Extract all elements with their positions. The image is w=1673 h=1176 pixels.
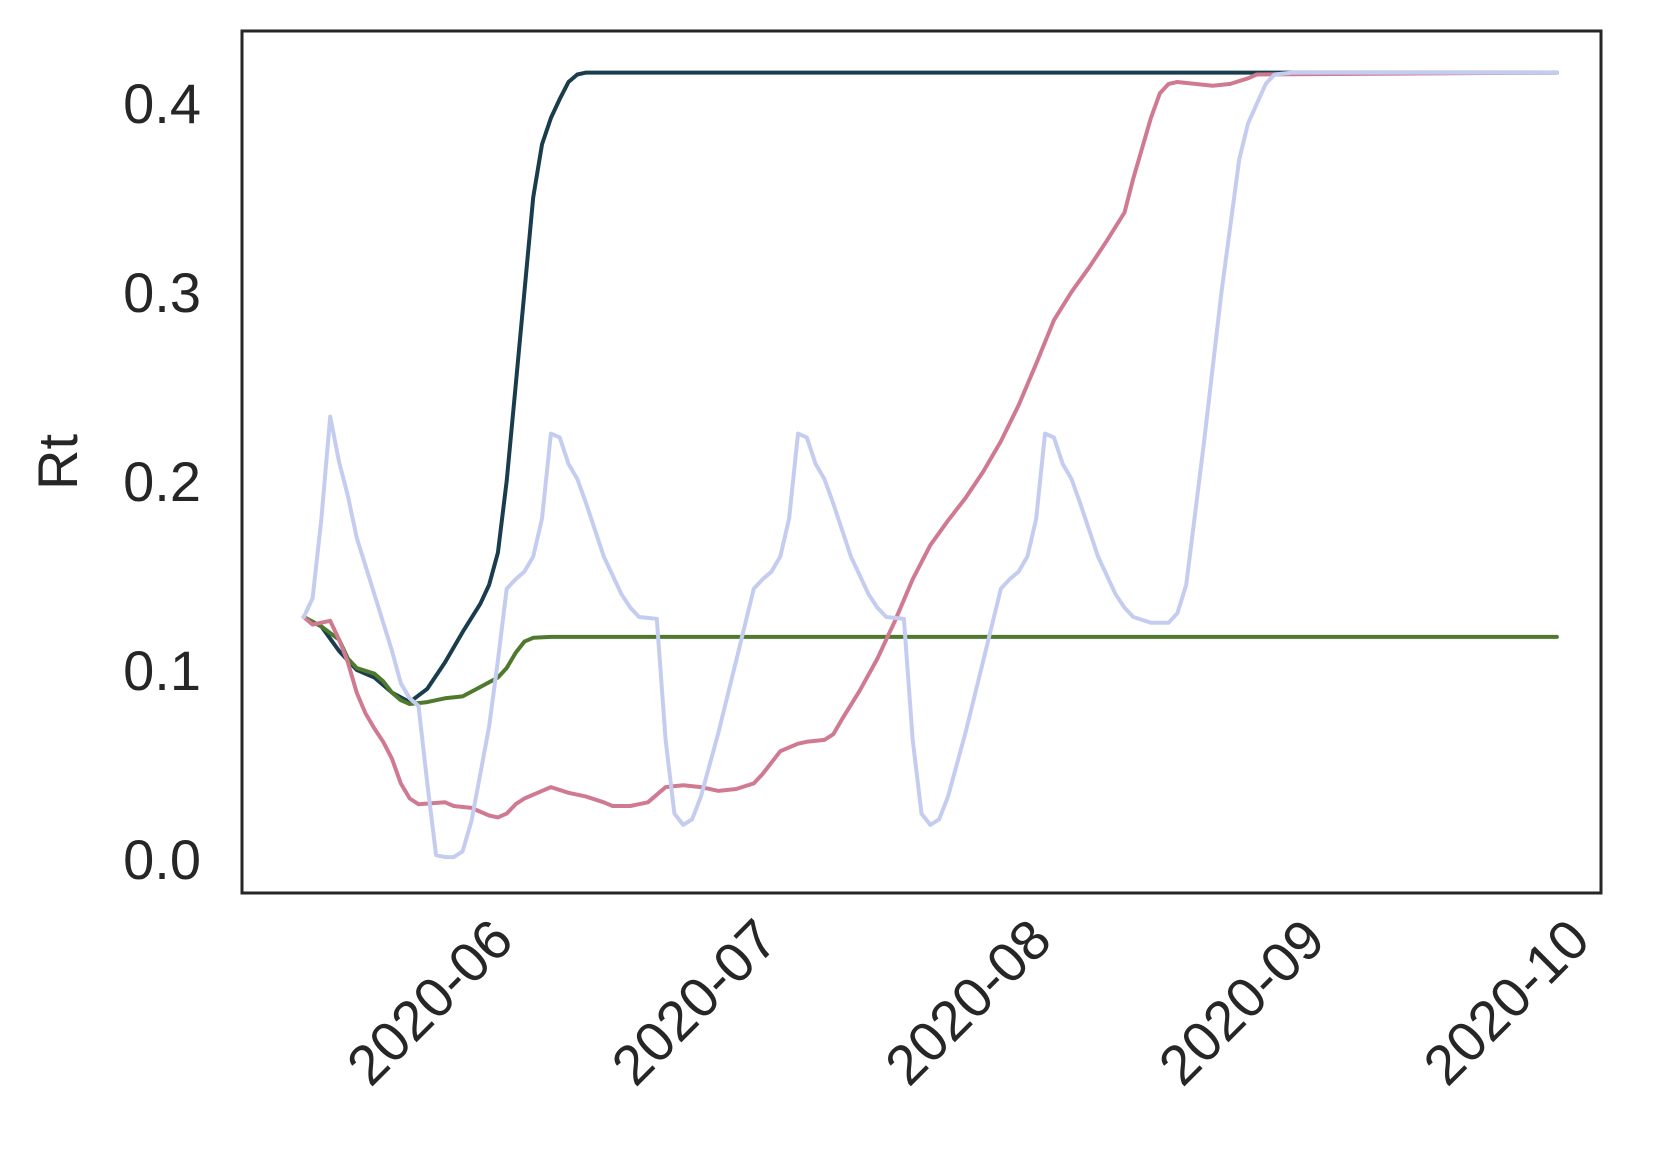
y-tick-labels: 0.0 0.1 0.2 0.3 0.4 bbox=[123, 72, 201, 891]
series-layer bbox=[301, 70, 1559, 860]
y-tick-label: 0.2 bbox=[123, 450, 201, 513]
plot-frame bbox=[240, 29, 1603, 895]
y-tick-label: 0.0 bbox=[123, 828, 201, 891]
y-tick-label: 0.1 bbox=[123, 639, 201, 702]
y-axis-label: Rt bbox=[26, 434, 89, 490]
series-line-1 bbox=[301, 70, 1559, 705]
series-line-4 bbox=[301, 70, 1559, 860]
series-line-2 bbox=[301, 615, 1559, 706]
y-tick-label: 0.3 bbox=[123, 261, 201, 324]
y-tick-label: 0.4 bbox=[123, 72, 201, 135]
series-line-3 bbox=[301, 70, 1559, 820]
